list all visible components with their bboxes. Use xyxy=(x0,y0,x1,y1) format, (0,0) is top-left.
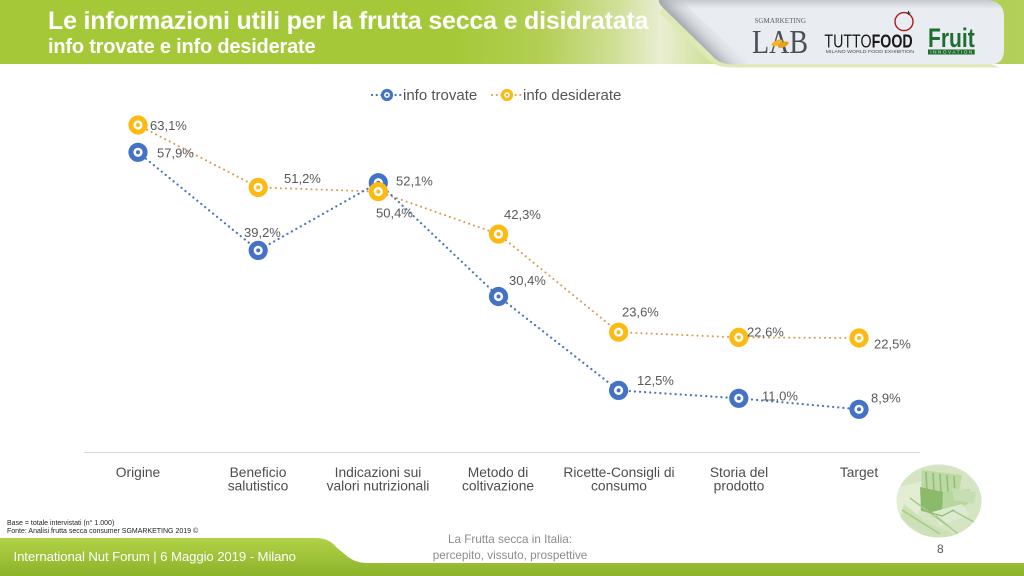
svg-text:42,3%: 42,3% xyxy=(504,207,541,222)
svg-text:63,1%: 63,1% xyxy=(150,118,187,133)
svg-text:51,2%: 51,2% xyxy=(284,171,321,186)
svg-text:57,9%: 57,9% xyxy=(157,146,194,161)
svg-text:valori nutrizionali: valori nutrizionali xyxy=(327,479,430,494)
svg-text:22,6%: 22,6% xyxy=(747,325,784,340)
svg-text:consumo: consumo xyxy=(591,479,647,494)
svg-text:22,5%: 22,5% xyxy=(874,337,911,352)
svg-text:salutistico: salutistico xyxy=(228,479,289,494)
svg-text:Target: Target xyxy=(840,465,879,480)
svg-text:TUTTOFOOD: TUTTOFOOD xyxy=(824,32,912,52)
svg-text:50,4%: 50,4% xyxy=(376,206,413,221)
svg-text:Indicazioni sui: Indicazioni sui xyxy=(335,465,422,480)
svg-text:Storia del: Storia del xyxy=(710,465,768,480)
svg-text:prodotto: prodotto xyxy=(714,479,765,494)
svg-text:Beneficio: Beneficio xyxy=(230,465,287,480)
svg-text:I N N O V A T I O N: I N N O V A T I O N xyxy=(930,50,972,55)
svg-text:Ricette-Consigli di: Ricette-Consigli di xyxy=(563,465,674,480)
svg-text:coltivazione: coltivazione xyxy=(462,479,534,494)
svg-text:11,0%: 11,0% xyxy=(762,389,798,404)
svg-text:23,6%: 23,6% xyxy=(622,305,659,320)
svg-text:Fruit: Fruit xyxy=(928,23,975,53)
svg-text:info trovate: info trovate xyxy=(403,87,477,104)
svg-text:SGMARKETING: SGMARKETING xyxy=(755,18,807,25)
svg-text:39,2%: 39,2% xyxy=(244,225,281,240)
svg-text:Origine: Origine xyxy=(116,465,161,480)
svg-text:8,9%: 8,9% xyxy=(871,391,901,406)
svg-text:Metodo di: Metodo di xyxy=(468,465,529,480)
svg-text:MILANO WORLD FOOD EXHIBITION: MILANO WORLD FOOD EXHIBITION xyxy=(826,49,915,55)
svg-text:30,4%: 30,4% xyxy=(509,273,546,288)
svg-text:info desiderate: info desiderate xyxy=(523,87,621,104)
svg-text:12,5%: 12,5% xyxy=(637,373,674,388)
svg-text:52,1%: 52,1% xyxy=(396,174,433,189)
